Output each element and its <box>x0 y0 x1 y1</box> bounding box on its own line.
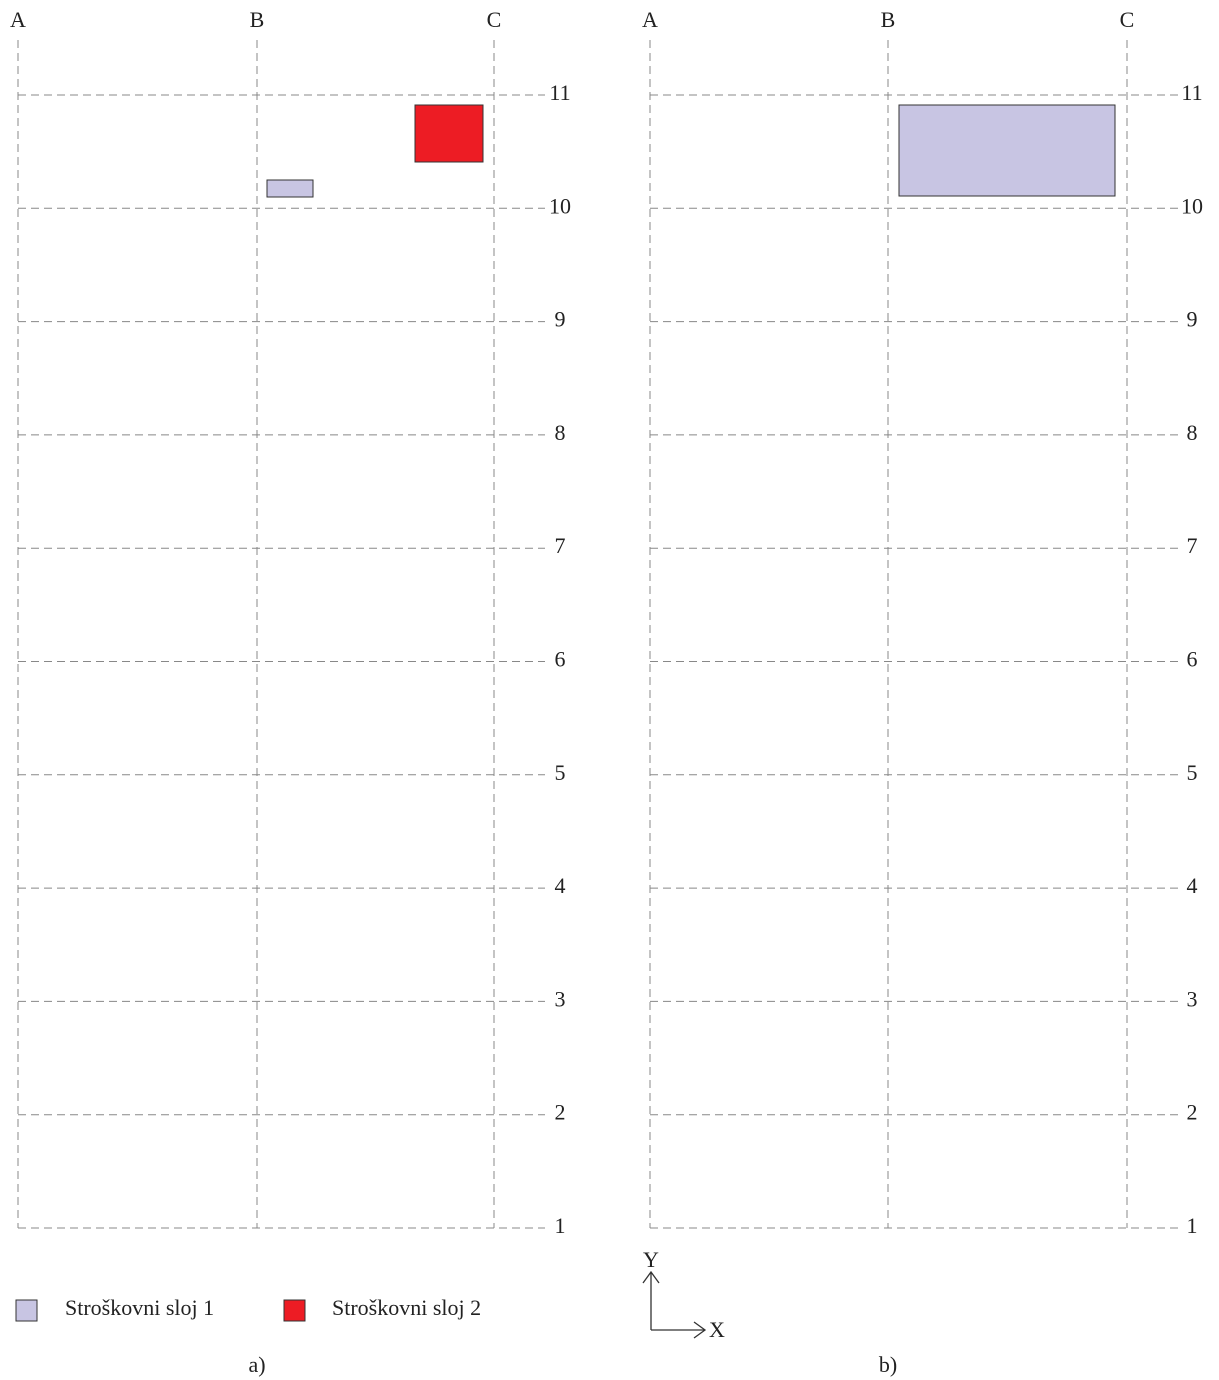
column-label: C <box>487 7 502 32</box>
cost-area <box>414 104 484 163</box>
legend-swatch <box>283 1299 306 1322</box>
column-label: A <box>10 7 26 32</box>
row-label: 4 <box>555 873 566 898</box>
row-label: 7 <box>1187 533 1198 558</box>
row-label: 5 <box>1187 760 1198 785</box>
column-label: B <box>250 7 265 32</box>
row-label: 9 <box>555 307 566 332</box>
caption: a) <box>248 1352 265 1377</box>
axis-label: Y <box>643 1247 659 1272</box>
axis-label: X <box>709 1317 725 1342</box>
row-label: 3 <box>555 986 566 1011</box>
row-label: 8 <box>555 420 566 445</box>
cost-area <box>266 179 314 198</box>
row-label: 5 <box>555 760 566 785</box>
row-label: 11 <box>1181 80 1202 105</box>
legend-swatch <box>15 1299 38 1322</box>
row-label: 6 <box>555 647 566 672</box>
row-label: 2 <box>1187 1100 1198 1125</box>
row-label: 2 <box>555 1100 566 1125</box>
row-label: 7 <box>555 533 566 558</box>
row-label: 8 <box>1187 420 1198 445</box>
column-label: C <box>1120 7 1135 32</box>
row-label: 3 <box>1187 986 1198 1011</box>
row-label: 10 <box>549 193 571 218</box>
row-label: 1 <box>555 1213 566 1238</box>
column-label: A <box>642 7 658 32</box>
row-label: 6 <box>1187 647 1198 672</box>
row-label: 9 <box>1187 307 1198 332</box>
axis-arrows <box>642 1270 707 1339</box>
row-label: 1 <box>1187 1213 1198 1238</box>
legend-label: Stroškovni sloj 2 <box>332 1295 481 1320</box>
column-label: B <box>881 7 896 32</box>
legend-label: Stroškovni sloj 1 <box>65 1295 214 1320</box>
row-label: 11 <box>549 80 570 105</box>
cost-area <box>898 104 1116 197</box>
row-label: 4 <box>1187 873 1198 898</box>
caption: b) <box>879 1352 897 1377</box>
row-label: 10 <box>1181 193 1203 218</box>
